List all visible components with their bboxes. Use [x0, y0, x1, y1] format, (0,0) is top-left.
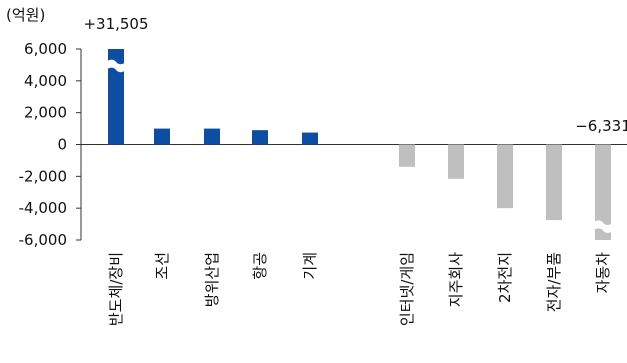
- y-axis: 6,000 4,000 2,000 0 -2,000 -4,000 -6,000: [19, 40, 627, 249]
- x-category-label: 지주회사: [447, 252, 465, 307]
- x-category-label: 기계: [301, 252, 319, 280]
- axis-break-mark: [104, 59, 128, 73]
- bar: [302, 132, 318, 145]
- value-label: −6,331: [575, 117, 627, 135]
- x-category-label: 자동차: [594, 252, 612, 294]
- bar: [595, 144, 611, 240]
- bar: [448, 144, 464, 179]
- bar: [546, 144, 562, 221]
- axis-break-mark: [591, 220, 615, 233]
- x-category-label: 조선: [153, 252, 171, 280]
- value-label: +31,505: [83, 15, 148, 33]
- y-tick-label: 6,000: [24, 40, 67, 58]
- x-category-label: 인터넷/게임: [398, 252, 416, 326]
- bar: [204, 128, 220, 145]
- y-tick-label: -4,000: [19, 199, 67, 217]
- y-axis-unit-label: (억원): [6, 6, 45, 24]
- y-tick-label: -6,000: [19, 231, 67, 249]
- bar: [399, 144, 415, 167]
- x-axis-labels: 반도체/장비 조선 방위산업 항공 기계 인터넷/게임 지주회사 2차전지 전자/부품 자동차: [107, 252, 612, 326]
- bars: [104, 49, 615, 240]
- bar: [108, 49, 124, 145]
- y-tick-label: -2,000: [19, 167, 67, 185]
- x-category-label: 2차전지: [496, 252, 514, 303]
- x-category-label: 반도체/장비: [107, 252, 125, 326]
- y-tick-label: 4,000: [24, 72, 67, 90]
- bar: [497, 144, 513, 209]
- y-tick-label: 2,000: [24, 104, 67, 122]
- bar: [154, 128, 170, 145]
- x-category-label: 방위산업: [203, 252, 221, 307]
- x-category-label: 항공: [251, 252, 269, 280]
- x-category-label: 전자/부품: [545, 252, 563, 312]
- y-tick-label: 0: [57, 136, 67, 154]
- bar: [252, 130, 268, 145]
- annotations: +31,505 −6,331: [83, 15, 627, 135]
